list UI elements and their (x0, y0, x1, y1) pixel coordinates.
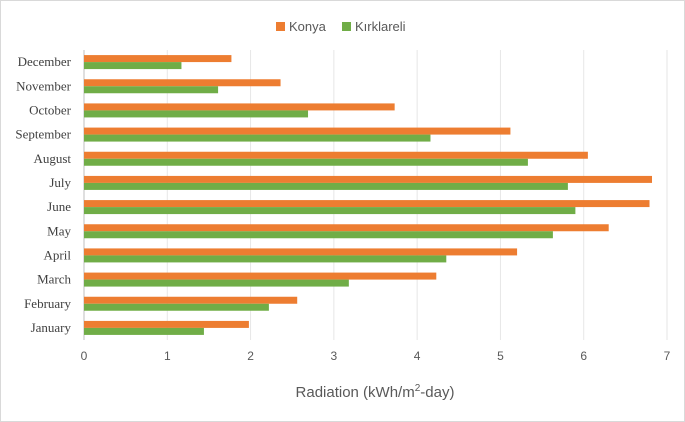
bar-k-rklareli-february (84, 303, 269, 311)
bar-konya-june (84, 200, 650, 208)
x-tick-label: 4 (414, 349, 421, 363)
bar-k-rklareli-may (84, 231, 553, 239)
x-tick-label: 1 (164, 349, 171, 363)
x-tick-label: 0 (81, 349, 88, 363)
bar-konya-october (84, 103, 395, 111)
bar-konya-july (84, 175, 653, 183)
x-axis-title-superscript: 2 (415, 383, 421, 394)
bars (84, 55, 653, 335)
x-tick-label: 5 (497, 349, 504, 363)
x-tick-labels: 0 1 2 3 4 5 6 7 (81, 349, 671, 363)
bar-konya-january (84, 320, 249, 328)
category-label-march: March (37, 272, 71, 287)
x-axis-title-main: Radiation (kWh/m (296, 384, 415, 401)
x-tick-label: 2 (247, 349, 254, 363)
bar-k-rklareli-november (84, 86, 219, 94)
x-tick-label: 6 (580, 349, 587, 363)
x-tick-label: 3 (331, 349, 338, 363)
legend: Konya Kırklareli (276, 19, 406, 34)
category-label-july: July (49, 175, 71, 190)
bar-k-rklareli-july (84, 182, 568, 190)
legend-label-kirklareli: Kırklareli (355, 19, 406, 34)
bar-konya-november (84, 79, 281, 87)
bar-k-rklareli-january (84, 327, 204, 335)
category-label-december: December (18, 54, 72, 69)
bar-konya-may (84, 224, 609, 232)
bar-k-rklareli-september (84, 134, 431, 142)
bar-k-rklareli-june (84, 207, 576, 215)
bar-k-rklareli-october (84, 110, 309, 118)
legend-swatch-kirklareli (342, 22, 351, 31)
legend-swatch-konya (276, 22, 285, 31)
category-label-september: September (15, 127, 71, 142)
category-label-november: November (16, 78, 72, 93)
gridlines (83, 50, 668, 340)
bar-k-rklareli-march (84, 279, 349, 287)
bar-k-rklareli-december (84, 62, 182, 70)
category-label-may: May (47, 223, 71, 238)
category-label-january: January (31, 320, 72, 335)
bar-konya-march (84, 272, 437, 280)
bar-k-rklareli-april (84, 255, 447, 263)
category-label-april: April (44, 247, 72, 262)
bar-konya-september (84, 127, 511, 135)
bar-k-rklareli-august (84, 158, 528, 166)
bar-konya-december (84, 55, 232, 63)
legend-label-konya: Konya (289, 19, 327, 34)
bar-konya-april (84, 248, 518, 256)
bar-konya-february (84, 296, 298, 304)
x-axis-title-tail: -day) (420, 384, 454, 401)
category-label-february: February (24, 296, 71, 311)
category-label-august: August (33, 151, 71, 166)
category-label-october: October (29, 102, 72, 117)
x-axis-title: Radiation (kWh/m2-day) (296, 383, 455, 401)
category-labels: January February March April May June July Augu… (15, 54, 71, 335)
x-tick-label: 7 (664, 349, 671, 363)
category-label-june: June (47, 199, 71, 214)
bar-konya-august (84, 151, 588, 159)
